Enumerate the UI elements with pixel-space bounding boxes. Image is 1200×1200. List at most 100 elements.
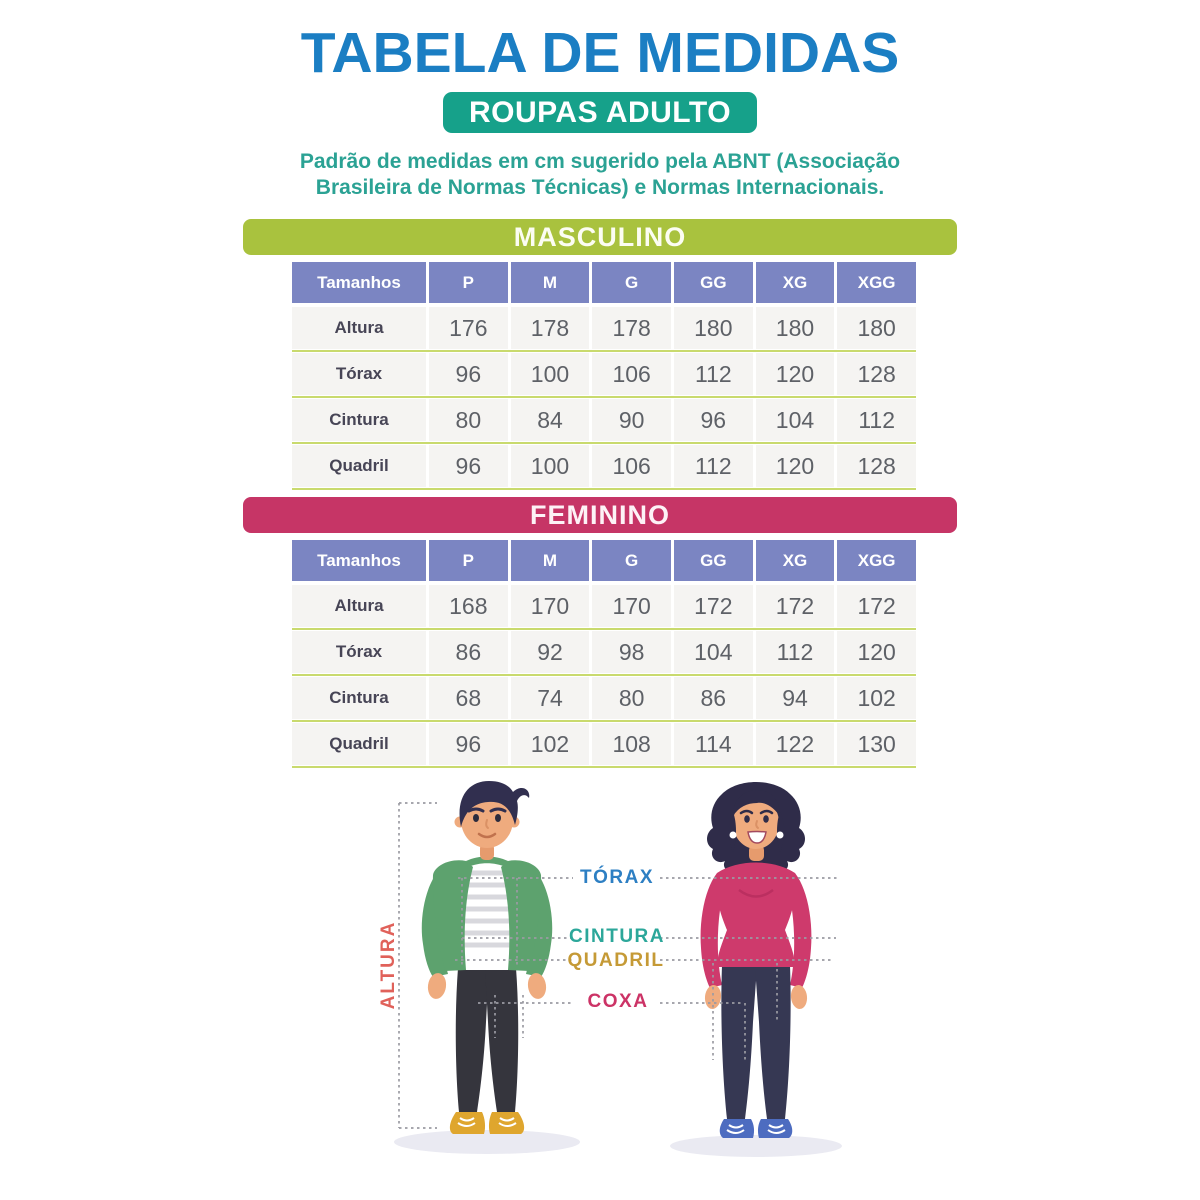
subtitle-badge-row: ROUPAS ADULTO bbox=[0, 92, 1200, 133]
male-shadow bbox=[394, 1130, 580, 1154]
female-shoe-left bbox=[719, 1119, 755, 1138]
table-cell: 86 bbox=[429, 631, 508, 673]
female-hip-thigh-box bbox=[712, 963, 778, 1060]
row-label: Cintura bbox=[292, 677, 426, 719]
table-cell: 112 bbox=[837, 399, 916, 441]
table-cell: 106 bbox=[592, 445, 671, 487]
row-label: Tórax bbox=[292, 631, 426, 673]
table-row-quadril: Quadril 96 102 108 114 122 130 bbox=[292, 723, 916, 765]
table-cell: 172 bbox=[673, 585, 753, 627]
table-cell: 178 bbox=[510, 307, 590, 349]
table-cell: 130 bbox=[837, 723, 916, 765]
page-title: TABELA DE MEDIDAS bbox=[300, 21, 900, 85]
table-cell: 96 bbox=[429, 353, 508, 395]
table-cell: 98 bbox=[592, 631, 671, 673]
masculino-header-row: Tamanhos P M G GG XG XGG bbox=[292, 262, 916, 303]
col-header-tamanhos: Tamanhos bbox=[292, 262, 426, 303]
table-cell: 96 bbox=[429, 445, 508, 487]
feminino-header-row: Tamanhos P M G GG XG XGG bbox=[292, 540, 916, 581]
table-cell: 172 bbox=[837, 585, 916, 627]
measurement-guides bbox=[398, 802, 838, 1129]
male-shoe-right bbox=[488, 1112, 525, 1134]
table-row-torax: Tórax 96 100 106 112 120 128 bbox=[292, 353, 916, 395]
col-header-xgg: XGG bbox=[837, 262, 916, 303]
measurement-figures-illustration bbox=[394, 781, 842, 1157]
description-line-2: Brasileira de Normas Técnicas) e Normas … bbox=[315, 176, 885, 199]
row-divider bbox=[292, 674, 916, 676]
col-header-xg: XG bbox=[755, 540, 835, 581]
table-cell: 168 bbox=[429, 585, 508, 627]
table-row-torax: Tórax 86 92 98 104 112 120 bbox=[292, 631, 916, 673]
male-chest-box bbox=[461, 878, 518, 966]
table-cell: 92 bbox=[510, 631, 590, 673]
table-cell: 112 bbox=[673, 353, 753, 395]
table-cell: 102 bbox=[837, 677, 916, 719]
row-divider bbox=[292, 720, 916, 722]
table-cell: 104 bbox=[755, 399, 835, 441]
col-header-g: G bbox=[592, 262, 671, 303]
col-header-xg: XG bbox=[755, 262, 835, 303]
table-cell: 106 bbox=[592, 353, 671, 395]
description-line-1: Padrão de medidas em cm sugerido pela AB… bbox=[299, 150, 901, 173]
female-figure bbox=[700, 782, 812, 1138]
table-cell: 128 bbox=[837, 353, 916, 395]
table-cell: 104 bbox=[673, 631, 753, 673]
table-bottom-divider bbox=[292, 766, 916, 768]
feminino-table: Tamanhos P M G GG XG XGG Altura 168 170 … bbox=[292, 540, 916, 769]
table-cell: 128 bbox=[837, 445, 916, 487]
col-header-g: G bbox=[592, 540, 671, 581]
table-cell: 80 bbox=[429, 399, 508, 441]
male-figure bbox=[421, 781, 553, 1134]
table-cell: 86 bbox=[673, 677, 753, 719]
table-cell: 112 bbox=[673, 445, 753, 487]
table-cell: 108 bbox=[592, 723, 671, 765]
male-thigh-box bbox=[494, 995, 524, 1038]
table-cell: 180 bbox=[837, 307, 916, 349]
label-cintura: CINTURA bbox=[569, 926, 665, 947]
col-header-gg: GG bbox=[673, 262, 753, 303]
col-header-p: P bbox=[429, 540, 508, 581]
description: Padrão de medidas em cm sugerido pela AB… bbox=[0, 149, 1200, 201]
table-cell: 74 bbox=[510, 677, 590, 719]
table-cell: 178 bbox=[592, 307, 671, 349]
table-cell: 120 bbox=[837, 631, 916, 673]
female-shoe-right bbox=[757, 1119, 793, 1138]
col-header-xgg: XGG bbox=[837, 540, 916, 581]
col-header-gg: GG bbox=[673, 540, 753, 581]
col-header-m: M bbox=[510, 540, 590, 581]
feminino-banner: FEMININO bbox=[243, 497, 957, 533]
table-cell: 80 bbox=[592, 677, 671, 719]
table-row-cintura: Cintura 80 84 90 96 104 112 bbox=[292, 399, 916, 441]
table-cell: 122 bbox=[755, 723, 835, 765]
row-divider bbox=[292, 628, 916, 630]
label-coxa: COXA bbox=[587, 991, 649, 1012]
table-cell: 84 bbox=[510, 399, 590, 441]
row-label: Altura bbox=[292, 307, 426, 349]
row-label: Quadril bbox=[292, 445, 426, 487]
table-cell: 96 bbox=[673, 399, 753, 441]
table-cell: 102 bbox=[510, 723, 590, 765]
col-header-tamanhos: Tamanhos bbox=[292, 540, 426, 581]
row-label: Cintura bbox=[292, 399, 426, 441]
table-row-altura: Altura 168 170 170 172 172 172 bbox=[292, 585, 916, 627]
table-cell: 114 bbox=[673, 723, 753, 765]
table-cell: 96 bbox=[429, 723, 508, 765]
table-cell: 176 bbox=[429, 307, 508, 349]
label-torax: TÓRAX bbox=[580, 867, 654, 888]
table-bottom-divider bbox=[292, 488, 916, 490]
label-altura: ALTURA bbox=[378, 920, 399, 1010]
row-label: Altura bbox=[292, 585, 426, 627]
table-cell: 90 bbox=[592, 399, 671, 441]
table-cell: 100 bbox=[510, 445, 590, 487]
masculino-table: Tamanhos P M G GG XG XGG Altura 176 178 … bbox=[292, 262, 916, 491]
table-cell: 94 bbox=[755, 677, 835, 719]
table-cell: 180 bbox=[673, 307, 753, 349]
table-row-altura: Altura 176 178 178 180 180 180 bbox=[292, 307, 916, 349]
table-cell: 68 bbox=[429, 677, 508, 719]
label-quadril: QUADRIL bbox=[567, 950, 665, 971]
table-row-quadril: Quadril 96 100 106 112 120 128 bbox=[292, 445, 916, 487]
table-cell: 170 bbox=[592, 585, 671, 627]
female-shadow bbox=[670, 1135, 842, 1157]
col-header-p: P bbox=[429, 262, 508, 303]
